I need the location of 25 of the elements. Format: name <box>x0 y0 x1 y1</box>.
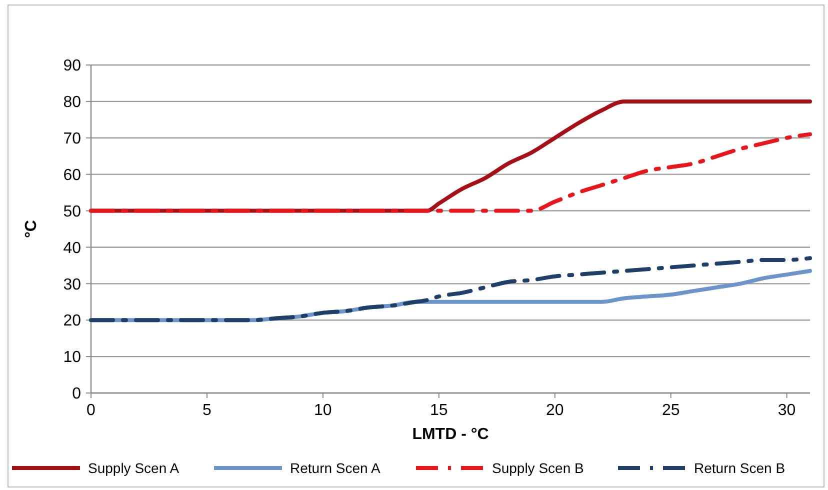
line-series <box>89 132 812 213</box>
x-axis-title: LMTD - °C <box>412 426 490 443</box>
legend-label: Supply Scen B <box>492 460 584 476</box>
y-tick-label: 60 <box>63 166 82 184</box>
y-tick-label: 80 <box>63 94 82 112</box>
x-tick-label: 30 <box>778 402 796 419</box>
x-tick-label: 15 <box>430 402 448 419</box>
legend-label: Return Scen A <box>290 460 381 476</box>
y-tick-label: 30 <box>63 276 82 294</box>
line-series <box>89 256 812 322</box>
x-tick-label: 5 <box>202 402 212 419</box>
y-tick-label: 0 <box>72 386 82 403</box>
x-tick-label: 25 <box>662 402 680 419</box>
y-tick-label: 90 <box>63 58 82 75</box>
y-tick-label: 20 <box>63 312 82 330</box>
x-tick-label: 20 <box>546 402 564 419</box>
y-tick-label: 50 <box>63 203 82 220</box>
y-tick-label: 70 <box>63 130 82 148</box>
y-tick-label: 40 <box>63 240 82 257</box>
legend-label: Supply Scen A <box>88 460 180 476</box>
y-axis-title: °C <box>23 220 40 238</box>
y-tick-label: 10 <box>63 349 82 366</box>
x-tick-label: 0 <box>86 402 96 419</box>
x-tick-label: 10 <box>314 402 332 419</box>
legend-label: Return Scen B <box>694 460 786 476</box>
